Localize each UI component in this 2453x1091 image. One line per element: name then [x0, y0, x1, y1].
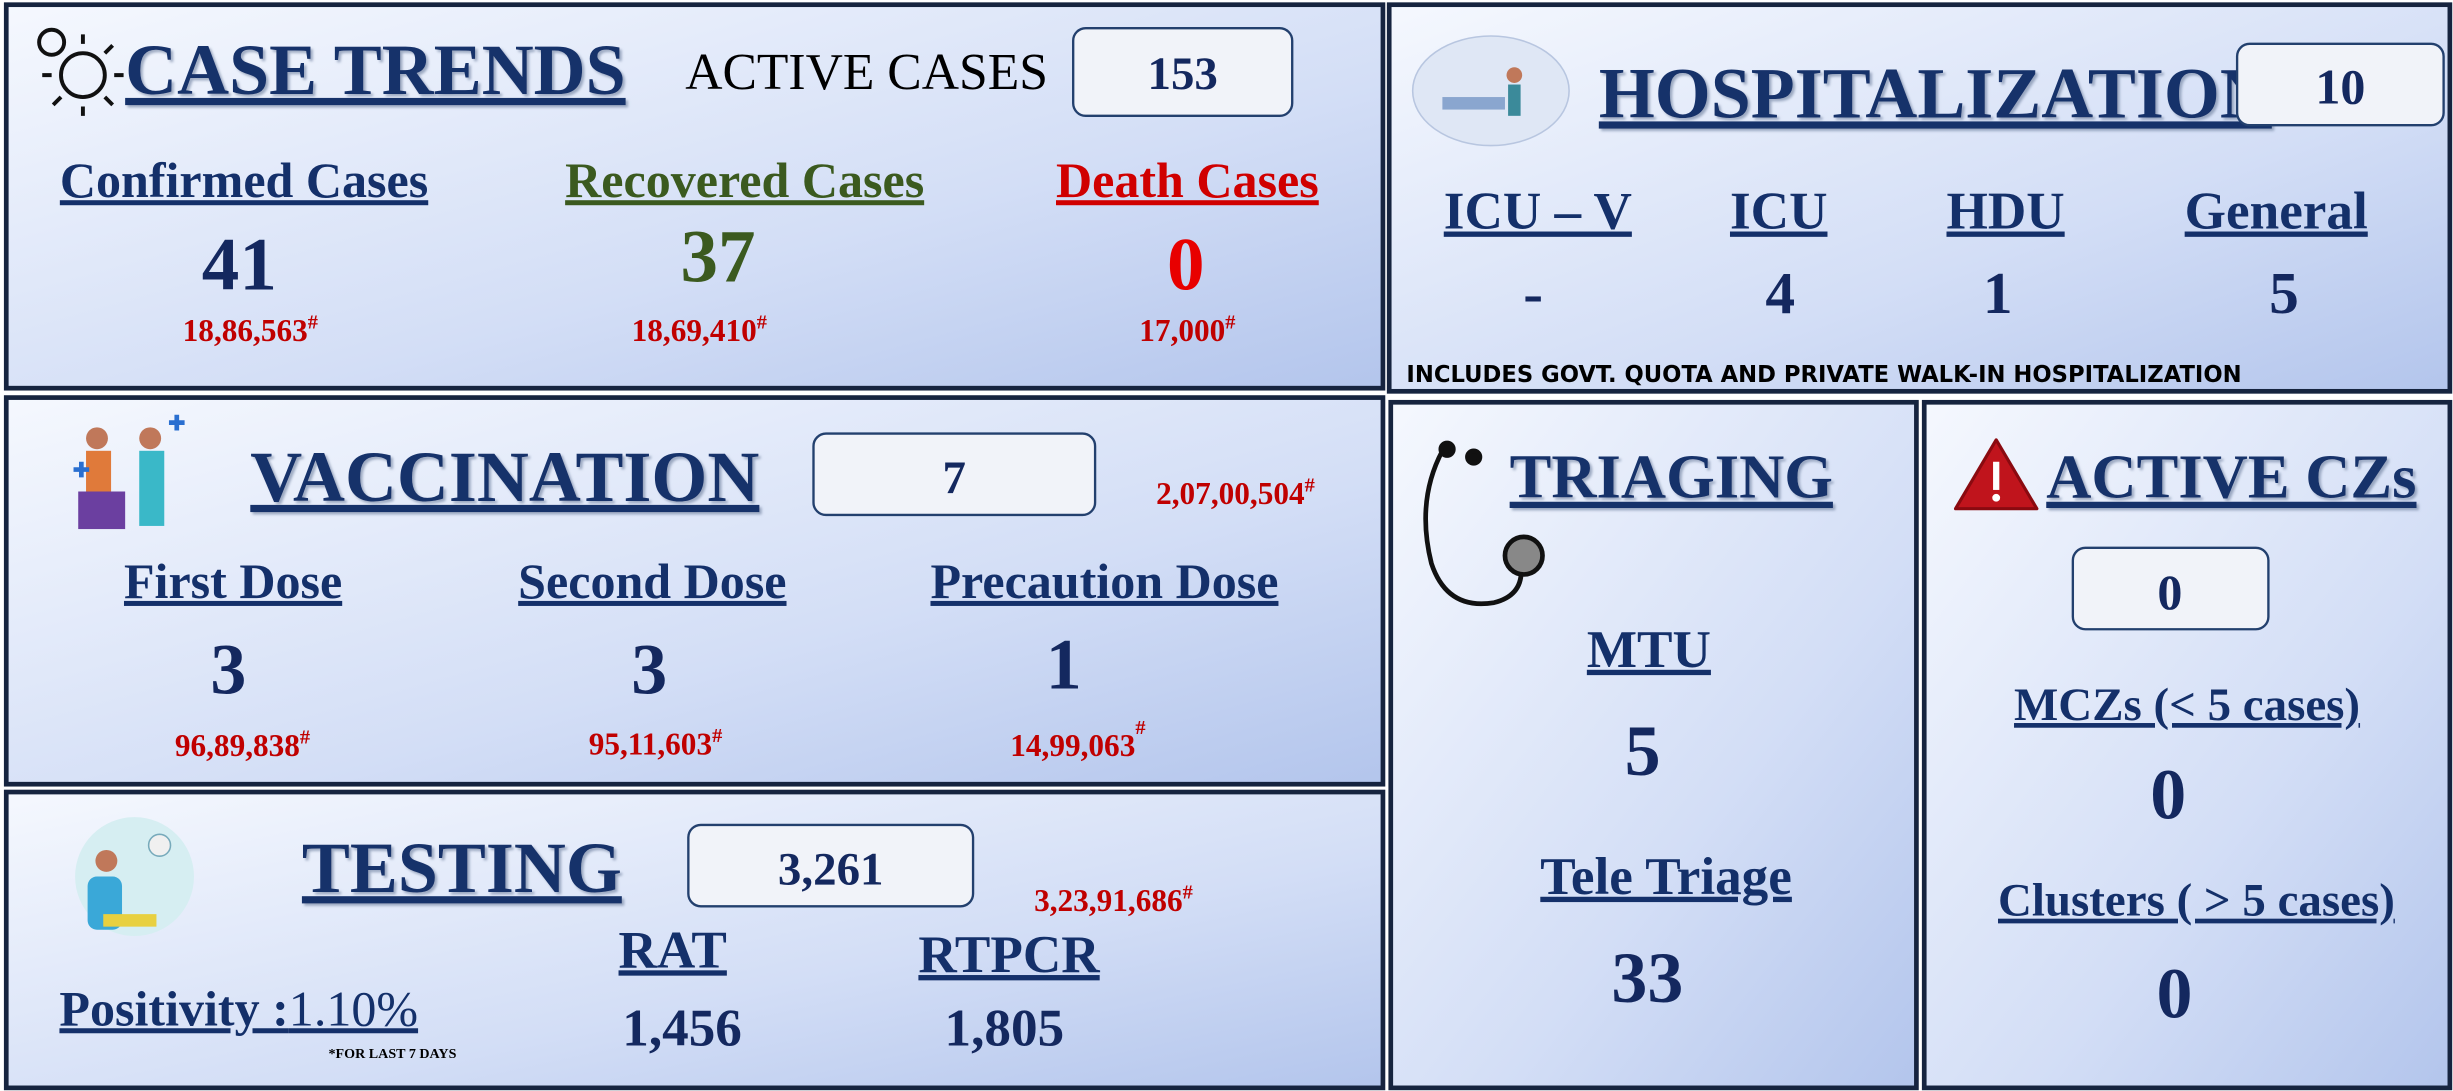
- testing-icon: [75, 817, 194, 936]
- icu-label: ICU: [1730, 182, 1828, 241]
- icon-body: [1508, 85, 1521, 116]
- confirmed-cumulative: 18,86,563#: [183, 312, 318, 349]
- vaccination-cumulative: 2,07,00,504#: [1156, 474, 1315, 511]
- page: Dashboard html, body { margin: 0; paddin…: [0, 0, 2453, 1091]
- death-cumulative: 17,000#: [1139, 312, 1235, 349]
- hospitalization-note: INCLUDES GOVT. QUOTA AND PRIVATE WALK-IN…: [1406, 362, 2241, 388]
- footnote-mark: #: [712, 725, 722, 747]
- cumulative-number: 18,69,410: [632, 313, 757, 348]
- icon-ear2: [1467, 451, 1480, 464]
- dashboard: CASE TRENDS ACTIVE CASES 153 Confirmed C…: [0, 0, 2453, 1091]
- icon-dot: [1992, 494, 2000, 502]
- cumulative-number: 18,86,563: [183, 313, 308, 348]
- icu-v-value: -: [1523, 260, 1543, 326]
- footnote-mark: #: [1225, 312, 1235, 334]
- positivity: Positivity :1.10%: [59, 980, 418, 1036]
- mczs-value: 0: [2150, 755, 2186, 835]
- cumulative-number: 14,99,063: [1010, 728, 1135, 763]
- tele-triage-value: 33: [1611, 938, 1683, 1018]
- triaging-title: TRIAGING: [1510, 442, 1833, 512]
- cumulative-number: 96,89,838: [175, 728, 300, 763]
- icon-head: [1507, 67, 1523, 83]
- testing-value: 3,261: [778, 843, 884, 895]
- recovered-cumulative: 18,69,410#: [632, 312, 767, 349]
- confirmed-value: 41: [202, 224, 277, 307]
- icon-seat: [103, 914, 156, 927]
- second-dose-cumulative: 95,11,603#: [589, 725, 723, 762]
- icon-head2: [139, 427, 161, 449]
- rtpcr-value: 1,805: [945, 999, 1065, 1058]
- active-czs-value: 0: [2157, 564, 2182, 620]
- rtpcr-label: RTPCR: [918, 925, 1100, 984]
- footnote-mark: #: [1135, 717, 1145, 739]
- vaccination-title: VACCINATION: [250, 437, 759, 517]
- death-value: 0: [1167, 224, 1205, 307]
- cumulative-number: 3,23,91,686: [1034, 883, 1183, 918]
- testing-cumulative: 3,23,91,686#: [1034, 881, 1193, 918]
- icon-bed: [1442, 97, 1505, 110]
- testing-title: TESTING: [302, 828, 622, 908]
- icon-chest: [1505, 537, 1543, 575]
- footnote-mark: #: [300, 727, 310, 749]
- second-dose-label: Second Dose: [518, 553, 786, 609]
- active-cases-label: ACTIVE CASES: [685, 44, 1048, 101]
- confirmed-label: Confirmed Cases: [60, 152, 428, 208]
- icon-tester: [149, 834, 171, 856]
- page-body: {"footnote_mark": "#", "case_trends": {"…: [0, 0, 2453, 1091]
- second-dose-value: 3: [631, 629, 667, 709]
- icon-ear: [1441, 443, 1454, 456]
- icu-v-label: ICU – V: [1444, 182, 1632, 241]
- vaccination-value: 7: [943, 452, 966, 504]
- footnote-mark: #: [308, 312, 318, 334]
- icu-value: 4: [1765, 260, 1795, 326]
- hospitalization-title: HOSPITALIZATION: [1599, 53, 2272, 133]
- icon-bg: [1413, 36, 1569, 146]
- precaution-dose-label: Precaution Dose: [930, 553, 1278, 609]
- first-dose-value: 3: [210, 629, 246, 709]
- footnote-mark: #: [757, 312, 767, 334]
- active-cases-value: 153: [1148, 48, 1218, 100]
- footnote-mark: #: [1305, 474, 1315, 496]
- recovered-label: Recovered Cases: [565, 152, 924, 208]
- cumulative-number: 2,07,00,504: [1156, 476, 1305, 511]
- cumulative-number: 95,11,603: [589, 726, 712, 761]
- positivity-label: Positivity :: [59, 980, 288, 1036]
- clusters-value: 0: [2157, 953, 2193, 1033]
- rat-value: 1,456: [622, 999, 742, 1058]
- icon-legs: [78, 491, 125, 529]
- rat-label: RAT: [619, 920, 727, 979]
- hospital-icon: [1413, 36, 1569, 146]
- clusters-label: Clusters ( > 5 cases): [1998, 875, 2395, 927]
- positivity-note: *FOR LAST 7 DAYS: [329, 1046, 457, 1062]
- first-dose-label: First Dose: [124, 553, 342, 609]
- cumulative-number: 17,000: [1139, 313, 1225, 348]
- icon-bang: [1993, 462, 1999, 490]
- icon-patient: [86, 451, 111, 492]
- death-label: Death Cases: [1056, 152, 1319, 208]
- icon-head: [86, 427, 108, 449]
- positivity-value: 1.10%: [289, 980, 418, 1036]
- first-dose-cumulative: 96,89,838#: [175, 727, 310, 764]
- footnote-mark: #: [1183, 881, 1193, 903]
- mtu-value: 5: [1625, 711, 1661, 791]
- hdu-label: HDU: [1946, 182, 2064, 241]
- mczs-label: MCZs (< 5 cases): [2014, 679, 2360, 731]
- precaution-dose-value: 1: [1046, 625, 1082, 705]
- icon-nurse: [139, 451, 164, 526]
- icon-head: [95, 850, 117, 872]
- mtu-label: MTU: [1587, 620, 1711, 679]
- general-label: General: [2185, 182, 2368, 241]
- hdu-value: 1: [1983, 260, 2013, 326]
- case-trends-title: CASE TRENDS: [125, 30, 625, 110]
- recovered-value: 37: [681, 216, 756, 299]
- tele-triage-label: Tele Triage: [1540, 847, 1792, 906]
- general-value: 5: [2269, 260, 2299, 326]
- active-czs-title: ACTIVE CZs: [2046, 442, 2416, 512]
- hospitalization-value: 10: [2315, 58, 2365, 114]
